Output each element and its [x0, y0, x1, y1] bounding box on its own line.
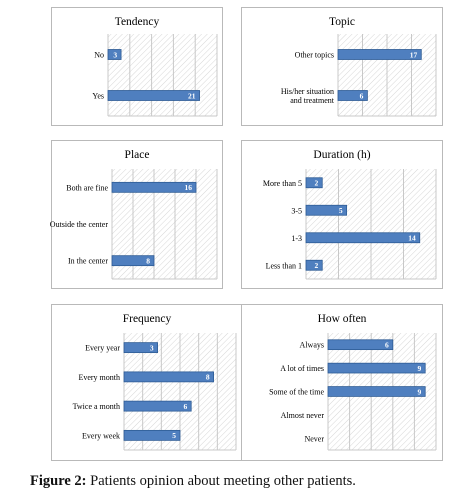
chart-title: Duration (h)	[313, 149, 370, 161]
bar-less-than-1	[305, 259, 323, 271]
category-label-almost-never: Almost never	[281, 411, 325, 420]
bar-no	[107, 49, 122, 60]
bar-in-the-center	[111, 255, 155, 267]
bar-always	[327, 339, 394, 351]
plot-area	[108, 34, 217, 116]
chart-title: Topic	[329, 16, 355, 28]
category-label-3-5: 3-5	[291, 206, 302, 215]
value-label-some-of-the-time: 9	[417, 387, 421, 396]
chart-svg: Tendency No 3 Yes 21	[92, 16, 218, 117]
value-label-every-year: 3	[150, 343, 154, 352]
category-label-no: No	[94, 51, 104, 60]
category-label-twice-a-month: Twice a month	[73, 402, 120, 411]
value-label-more-than-5: 2	[315, 179, 319, 188]
bar-1-3	[305, 232, 421, 244]
value-label-less-than-1: 2	[315, 261, 319, 270]
bar-some-of-the-time	[327, 386, 426, 397]
place-chart: Place Both are fine 16 Outside the center In…	[50, 140, 223, 289]
bar-a-lot-of-times	[327, 362, 426, 374]
category-label-every-month: Every month	[78, 373, 120, 382]
category-label-his-her-situation-and-treatment: His/her situation and treatment	[281, 87, 335, 105]
bar-3-5	[305, 204, 348, 216]
value-label-no: 3	[113, 50, 117, 59]
bar-his-her-situation-and-treatment	[337, 90, 368, 101]
bar-every-month	[123, 371, 214, 383]
value-label-other-topics: 17	[410, 50, 418, 59]
category-label-every-week: Every week	[82, 431, 120, 440]
bar-more-than-5	[305, 177, 323, 189]
chart-title: Frequency	[123, 313, 172, 325]
bar-yes	[107, 90, 200, 101]
frequency-chart: Frequency Every year 3 Every month 8 Twice a …	[51, 304, 243, 461]
chart-svg: Duration (h) More than 5 2 3-5 5 1-3 14 Less th…	[263, 149, 437, 280]
category-label-in-the-center: In the center	[68, 257, 108, 266]
chart-svg: Topic Other topics 17 His/her situation and …	[281, 16, 437, 117]
caption-prefix: Figure 2:	[30, 473, 87, 489]
value-label-his-her-situation-and-treatment: 6	[360, 91, 364, 100]
chart-title: Tendency	[115, 16, 160, 28]
bar-every-year	[123, 342, 158, 354]
category-label-yes: Yes	[92, 92, 104, 101]
topic-chart: Topic Other topics 17 His/her situation and …	[241, 7, 443, 126]
value-label-every-month: 8	[206, 373, 210, 382]
bar-every-week	[123, 429, 181, 441]
category-label-always: Always	[300, 341, 324, 350]
chart-title: How often	[318, 313, 367, 325]
value-label-a-lot-of-times: 9	[417, 364, 421, 373]
value-label-yes: 21	[188, 91, 196, 100]
category-label-outside-the-center: Outside the center	[50, 220, 109, 229]
value-label-in-the-center: 8	[146, 256, 150, 265]
tendency-chart: Tendency No 3 Yes 21	[51, 7, 223, 126]
category-label-both-are-fine: Both are fine	[66, 183, 108, 192]
category-label-some-of-the-time: Some of the time	[269, 388, 324, 397]
category-label-every-year: Every year	[85, 344, 120, 353]
chart-svg: Frequency Every year 3 Every month 8 Twice a …	[73, 313, 237, 451]
category-label-other-topics: Other topics	[295, 51, 334, 60]
value-label-1-3: 14	[408, 234, 416, 243]
value-label-both-are-fine: 16	[185, 183, 193, 192]
chart-title: Place	[125, 149, 150, 161]
bar-other-topics	[337, 49, 422, 60]
chart-svg: How often Always 6 A lot of times 9 Some of t…	[269, 313, 437, 451]
category-label-a-lot-of-times: A lot of times	[280, 364, 324, 373]
duration-chart: Duration (h) More than 5 2 3-5 5 1-3 14 Less th…	[241, 140, 443, 289]
caption-text: Patients opinion about meeting other pat…	[86, 473, 356, 489]
category-label-1-3: 1-3	[291, 234, 302, 243]
chart-svg: Place Both are fine 16 Outside the center In…	[50, 149, 218, 280]
value-label-every-week: 5	[172, 431, 176, 440]
how-often-chart: How often Always 6 A lot of times 9 Some of t…	[241, 304, 443, 461]
value-label-twice-a-month: 6	[183, 402, 187, 411]
bar-twice-a-month	[123, 400, 192, 412]
figure-caption: Figure 2: Patients opinion about meeting…	[30, 473, 460, 490]
category-label-never: Never	[304, 434, 324, 443]
value-label-3-5: 5	[339, 206, 343, 215]
category-label-less-than-1: Less than 1	[266, 261, 302, 270]
category-label-more-than-5: More than 5	[263, 179, 302, 188]
bar-both-are-fine	[111, 181, 197, 193]
value-label-always: 6	[385, 341, 389, 350]
